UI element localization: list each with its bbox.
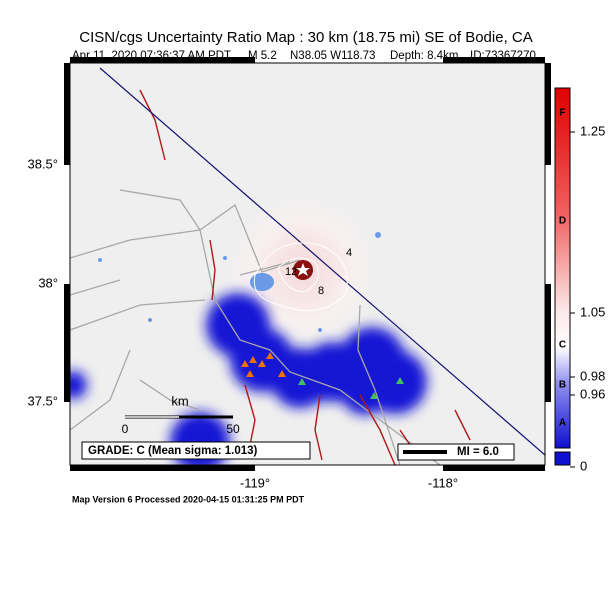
colorbar-labels: 1.25 1.05 0.98 0.96 0 F D C B A bbox=[559, 108, 605, 474]
scale-label: 0 bbox=[122, 422, 129, 436]
lat-label: 38° bbox=[38, 275, 58, 290]
grade-text: GRADE: C (Mean sigma: 1.013) bbox=[88, 445, 258, 457]
grade-letter: B bbox=[559, 380, 566, 391]
colorbar-tick: 0.96 bbox=[580, 386, 605, 401]
map-area: 4 12 8 km 0 50 GRADE: C (Mean sigma: 1.0… bbox=[70, 63, 545, 465]
map-frame bbox=[69, 62, 546, 466]
contour bbox=[253, 242, 348, 312]
grade-letter: D bbox=[559, 216, 566, 227]
contour-label: 8 bbox=[318, 285, 324, 297]
lon-label: -118° bbox=[428, 475, 458, 490]
stations bbox=[298, 377, 404, 399]
map-title: CISN/cgs Uncertainty Ratio Map : 30 km (… bbox=[79, 29, 533, 46]
mi-box bbox=[397, 443, 515, 461]
colorbar-tick: 1.05 bbox=[580, 304, 605, 319]
grade-letter: C bbox=[559, 340, 566, 351]
scale-unit: km bbox=[171, 393, 188, 408]
colorbar-tick: 0.98 bbox=[580, 368, 605, 383]
contour bbox=[277, 257, 319, 293]
lat-label: 38.5° bbox=[27, 156, 58, 171]
state-border bbox=[99, 67, 545, 456]
footer: Map Version 6 Processed 2020-04-15 01:31… bbox=[72, 494, 305, 504]
contour-labels: 4 12 8 bbox=[285, 247, 352, 297]
mi-text: MI = 6.0 bbox=[457, 446, 499, 458]
county-lines bbox=[70, 189, 441, 465]
epicenter-star bbox=[296, 263, 310, 276]
lat-label: 37.5° bbox=[27, 393, 58, 408]
colorbar bbox=[554, 87, 571, 449]
axis-labels: 38.5° 38° 37.5° -119° -118° bbox=[27, 156, 458, 490]
lon-label: -119° bbox=[240, 475, 270, 490]
frame-ticks bbox=[64, 57, 551, 471]
subtitle-part: M 5.2 bbox=[248, 50, 277, 62]
stations bbox=[241, 352, 286, 377]
colorbar-tick: 0 bbox=[580, 458, 587, 473]
contour-label: 12 bbox=[285, 266, 297, 278]
subtitle-part: N38.05 W118.73 bbox=[290, 50, 375, 62]
grade-letter: F bbox=[559, 108, 565, 119]
lakes bbox=[98, 232, 381, 332]
faults bbox=[139, 89, 471, 465]
colorbar-tick: 1.25 bbox=[580, 123, 605, 138]
grade-letter: A bbox=[559, 418, 566, 429]
colorbar-zero bbox=[554, 451, 571, 466]
scale-label: 50 bbox=[226, 422, 240, 436]
subtitle-part: Depth: 8.4km bbox=[390, 50, 458, 62]
contour-label: 4 bbox=[346, 247, 352, 259]
grade-box bbox=[81, 441, 311, 460]
